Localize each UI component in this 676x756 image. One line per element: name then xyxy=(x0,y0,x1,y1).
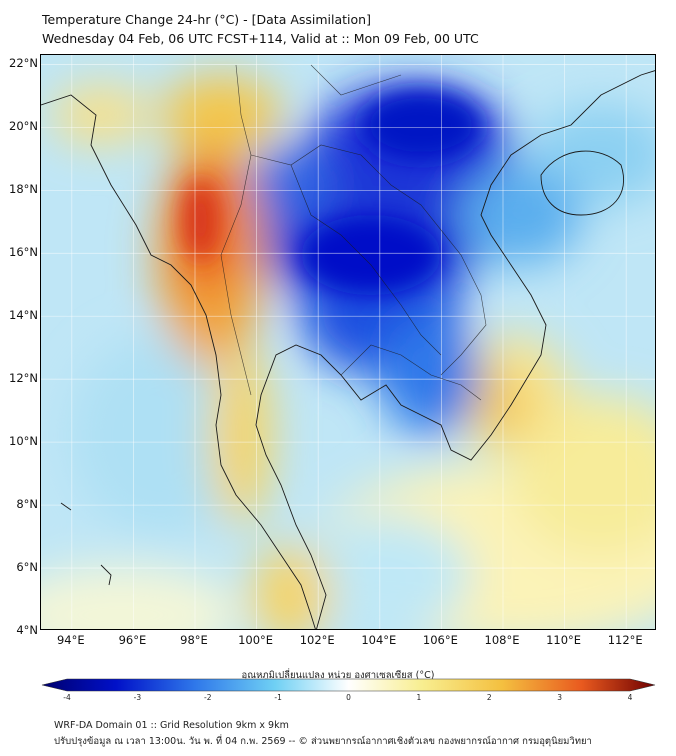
colorbar xyxy=(41,678,656,692)
lat-tick-label: 22°N xyxy=(9,56,38,71)
lon-tick-label: 106°E xyxy=(422,633,458,647)
map-panel[interactable] xyxy=(40,54,656,630)
graticule xyxy=(41,55,655,629)
colorbar-title: อุณหภูมิเปลี่ยนแปลง หน่วย องศาเซลเซียส (… xyxy=(241,670,435,681)
lat-tick-label: 6°N xyxy=(16,560,38,575)
coastlines xyxy=(41,70,655,629)
lon-tick-label: 112°E xyxy=(607,633,643,647)
lat-tick-label: 10°N xyxy=(9,434,38,449)
lat-tick-label: 20°N xyxy=(9,119,38,134)
colorbar-strip xyxy=(41,678,656,692)
lon-tick-label: 96°E xyxy=(118,633,147,647)
colorbar-tick-label: 1 xyxy=(416,693,422,702)
colorbar-tick-label: -4 xyxy=(63,693,71,702)
lon-tick-label: 100°E xyxy=(238,633,274,647)
lat-tick-label: 12°N xyxy=(9,371,38,386)
lat-tick-label: 8°N xyxy=(16,497,38,512)
colorbar-tick-label: 0 xyxy=(346,693,351,702)
colorbar-tick-label: 4 xyxy=(627,693,633,702)
country-borders xyxy=(220,64,487,401)
lat-tick-label: 14°N xyxy=(9,308,38,323)
colorbar-tick-label: 2 xyxy=(486,693,492,702)
colorbar-tick-label: -3 xyxy=(133,693,142,702)
temperature-field-core xyxy=(183,90,481,295)
lon-tick-label: 104°E xyxy=(361,633,397,647)
colorbar-tick-label: 3 xyxy=(557,693,563,702)
lon-tick-label: 94°E xyxy=(56,633,85,647)
lon-tick-label: 98°E xyxy=(180,633,208,647)
footer-model-info: WRF-DA Domain 01 :: Grid Resolution 9km … xyxy=(54,720,289,731)
footer-credit: ปรับปรุงข้อมูล ณ เวลา 13:00น. วัน พ. ที่… xyxy=(54,736,592,747)
chart-subtitle: Wednesday 04 Feb, 06 UTC FCST+114, Valid… xyxy=(42,31,479,46)
lat-tick-label: 16°N xyxy=(9,245,38,260)
temperature-change-map[interactable] xyxy=(41,55,656,630)
lat-tick-label: 4°N xyxy=(16,623,38,637)
colorbar-tick-label: -1 xyxy=(274,693,282,702)
lat-tick-label: 18°N xyxy=(9,182,38,197)
lon-tick-label: 108°E xyxy=(484,633,520,647)
lon-tick-label: 110°E xyxy=(546,633,582,647)
chart-title: Temperature Change 24-hr (°C) - [Data As… xyxy=(42,12,371,27)
colorbar-tick-label: -2 xyxy=(204,693,212,702)
temperature-field xyxy=(41,75,655,629)
lon-tick-label: 102°E xyxy=(299,633,335,647)
